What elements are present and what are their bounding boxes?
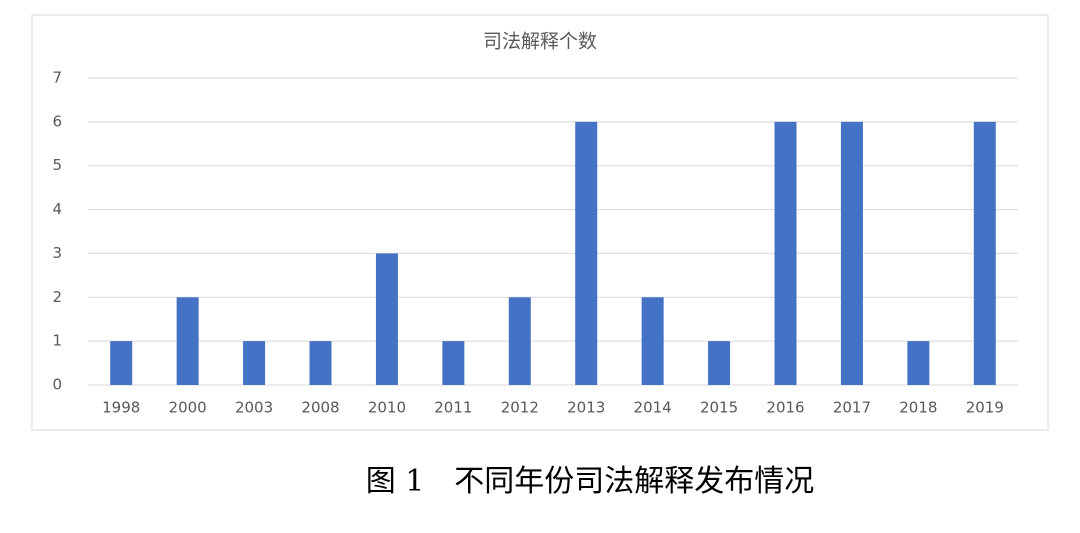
bar [708, 341, 731, 385]
x-tick-label: 2014 [634, 399, 672, 417]
x-tick-label: 1998 [102, 399, 140, 417]
bar [575, 121, 598, 385]
x-tick-label: 2016 [766, 399, 804, 417]
bar [641, 297, 664, 385]
y-tick-label: 1 [52, 332, 62, 350]
y-tick-label: 6 [52, 112, 62, 130]
y-tick-label: 2 [52, 288, 62, 306]
bar [907, 341, 930, 385]
bar [442, 341, 465, 385]
chart-title: 司法解释个数 [483, 31, 597, 53]
bar [176, 297, 199, 385]
x-tick-label: 2000 [169, 399, 207, 417]
x-tick-label: 2012 [501, 399, 539, 417]
x-tick-label: 2018 [899, 399, 937, 417]
x-tick-label: 2008 [301, 399, 339, 417]
x-tick-label: 2015 [700, 399, 738, 417]
x-tick-label: 2003 [235, 399, 273, 417]
y-tick-label: 4 [52, 200, 62, 218]
caption: 图 1 不同年份司法解释发布情况 [366, 464, 815, 499]
x-tick-label: 2019 [966, 399, 1004, 417]
bar [508, 297, 531, 385]
x-tick-label: 2010 [368, 399, 406, 417]
bar [840, 121, 863, 385]
bar [774, 121, 797, 385]
y-tick-label: 5 [52, 156, 62, 174]
chart-frame [31, 14, 1049, 431]
bar [110, 341, 133, 385]
x-tick-label: 2013 [567, 399, 605, 417]
bar [309, 341, 332, 385]
y-tick-label: 7 [52, 69, 62, 87]
bar [973, 121, 996, 385]
y-tick-label: 3 [52, 244, 62, 262]
y-tick-label: 0 [52, 376, 62, 394]
bar [375, 253, 398, 385]
bar [243, 341, 266, 385]
x-tick-label: 2011 [434, 399, 472, 417]
x-tick-label: 2017 [833, 399, 871, 417]
